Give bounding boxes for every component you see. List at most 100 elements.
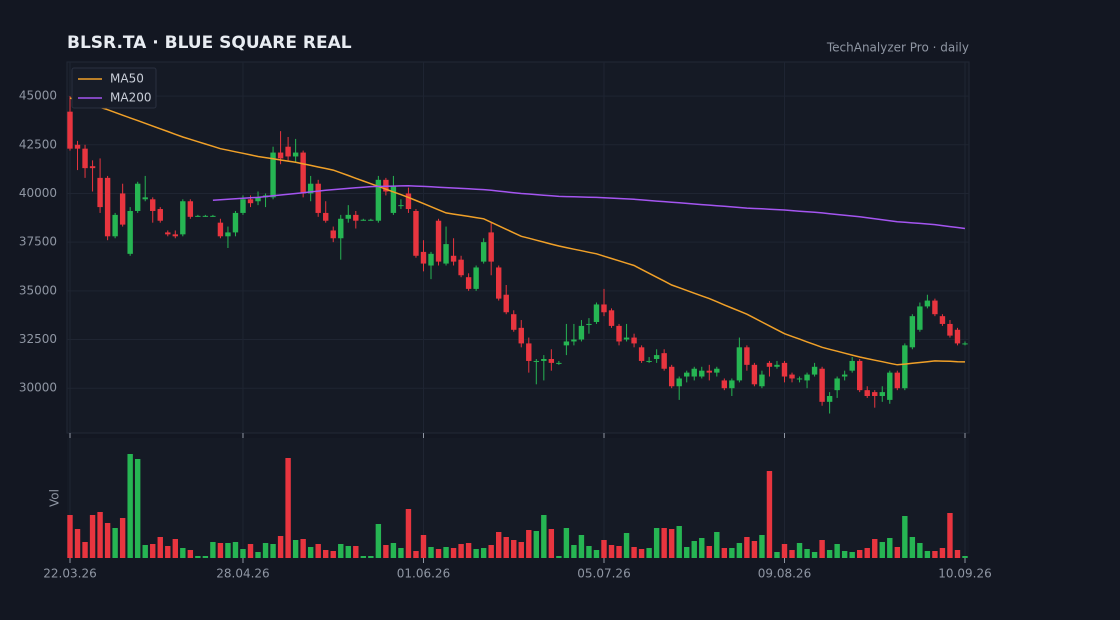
candle-body [157,209,163,221]
candle-body [443,244,449,264]
volume-bar [631,547,637,558]
volume-bar [495,532,502,558]
candle-body [526,343,532,361]
candle-body [699,370,705,377]
volume-bar [488,545,494,558]
candle-body [165,232,171,235]
volume-bar [759,535,765,558]
candle-body [826,395,833,402]
volume-bar [563,528,570,558]
candle-body [917,306,923,330]
volume-bar [413,551,419,558]
volume-bar [556,556,562,558]
volume-bar [947,513,953,558]
volume-bar [134,459,141,558]
candle-body [834,378,840,391]
volume-bar [721,548,728,558]
volume-bar [398,548,404,558]
candle-body [74,144,81,149]
candle-body [142,197,148,200]
volume-bar [571,545,577,558]
candle-body [864,390,870,396]
y-tick-label: 32500 [19,332,57,346]
candle-body [285,146,291,157]
volume-bar [195,556,201,558]
volume-bar [375,524,382,558]
candle-body [691,368,697,377]
candle-body [796,378,803,380]
candle-body [774,364,780,367]
candle-body [495,267,502,299]
volume-bar [458,544,464,558]
candle-body [89,166,96,169]
y-tick-label: 35000 [19,283,57,297]
candle-body [819,368,825,402]
candle-body [849,360,855,371]
candle-body [887,372,893,400]
candle-body [240,199,246,213]
candle-body [533,360,540,362]
volume-bar [97,512,103,558]
volume-bar [240,549,246,558]
candle-body [150,199,156,211]
volume-bar [172,539,178,558]
volume-bar [390,543,397,558]
volume-bar [909,537,916,558]
volume-bar [623,533,630,558]
y-tick-label: 30000 [19,381,57,395]
volume-bar [443,547,449,558]
candle-body [623,337,630,340]
candle-body [413,210,419,256]
volume-bar [578,535,585,558]
candle-body [428,253,434,266]
volume-bar [586,546,592,558]
volume-bar [187,550,194,558]
volume-bar [548,529,555,558]
volume-bar [653,528,660,558]
volume-bar [593,550,600,558]
volume-bar [150,544,156,558]
volume-bar [142,545,148,558]
volume-bar [962,556,968,558]
candle-body [556,362,562,364]
volume-bar [300,539,306,558]
volume-bar [232,542,239,558]
volume-bar [789,550,795,558]
candle-body [751,364,758,385]
candle-body [947,323,953,336]
volume-bar [608,545,615,558]
volume-bar [262,543,269,558]
volume-bar [353,546,359,558]
x-tick-label: 05.07.26 [577,567,630,581]
candle-body [902,345,908,389]
volume-bar [345,546,351,558]
candle-body [661,353,667,369]
volume-bar [932,551,938,558]
candle-body [548,358,555,363]
candle-body [172,234,178,237]
candle-body [134,183,141,211]
candle-body [879,392,885,396]
volume-bar [210,542,216,558]
volume-bar [849,552,855,558]
candle-body [721,380,728,389]
candle-body [939,316,946,324]
volume-bar [857,550,863,558]
volume-bar [894,547,901,558]
volume-bar [82,542,88,558]
candle-body [668,366,675,387]
candle-body [586,323,592,325]
volume-bar [826,550,833,558]
x-tick-label: 22.03.26 [43,567,96,581]
volume-bar [841,551,848,558]
candle-body [67,111,73,149]
volume-bar [954,550,961,558]
volume-bar [330,551,336,558]
volume-bar [939,548,946,558]
candle-body [292,152,299,157]
y-tick-label: 37500 [19,235,57,249]
volume-bar [668,529,675,558]
candle-body [841,374,848,377]
candle-body [450,255,457,262]
